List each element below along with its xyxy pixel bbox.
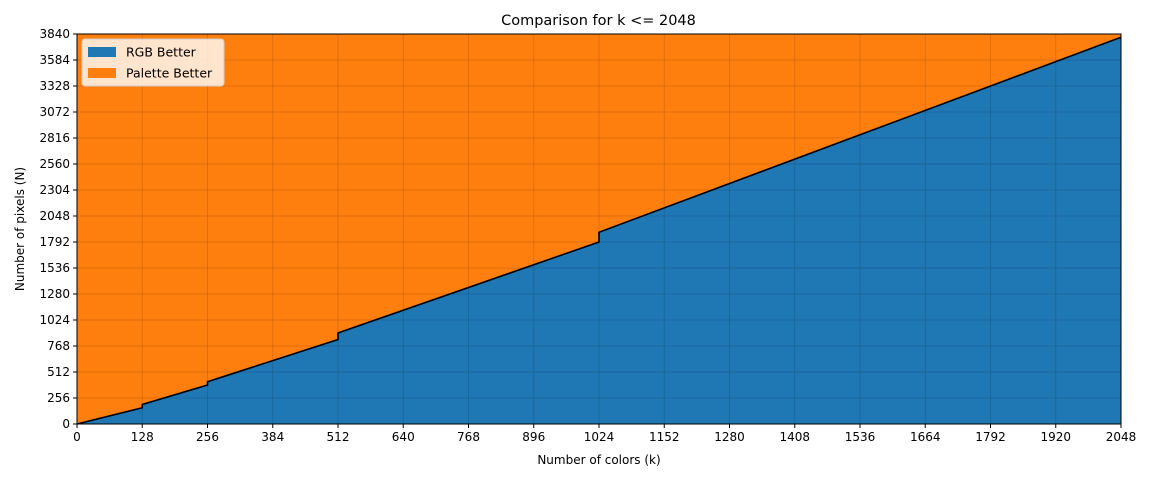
grid-lines — [76, 33, 1122, 425]
y-tick-label: 2048 — [39, 209, 70, 223]
y-axis-label: Number of pixels (N) — [13, 167, 27, 291]
y-tick-label: 2304 — [39, 183, 70, 197]
x-tick-label: 1920 — [1040, 430, 1071, 444]
y-tick-label: 2560 — [39, 157, 70, 171]
x-axis: 0 128 256 384 512 640 768 896 1024 1152 1280 1408 15… — [73, 424, 1136, 444]
x-tick-label: 1408 — [779, 430, 810, 444]
y-tick-label: 1792 — [39, 235, 70, 249]
y-tick-label: 3072 — [39, 105, 70, 119]
plot-area — [76, 33, 1122, 425]
y-tick-label: 1024 — [39, 313, 70, 327]
y-tick-label: 3328 — [39, 79, 70, 93]
y-tick-label: 3584 — [39, 53, 70, 67]
x-tick-label: 768 — [457, 430, 480, 444]
legend: RGB Better Palette Better — [81, 38, 225, 87]
x-tick-label: 2048 — [1106, 430, 1137, 444]
x-tick-label: 0 — [73, 430, 81, 444]
chart-title: Comparison for k <= 2048 — [501, 13, 696, 29]
x-tick-label: 1792 — [975, 430, 1006, 444]
x-tick-label: 512 — [327, 430, 350, 444]
legend-swatch-palette-better — [88, 68, 116, 78]
legend-label-rgb-better: RGB Better — [126, 45, 197, 60]
x-tick-label: 640 — [392, 430, 415, 444]
legend-label-palette-better: Palette Better — [126, 66, 213, 81]
legend-box — [81, 38, 225, 87]
x-tick-label: 256 — [196, 430, 219, 444]
x-tick-label: 1536 — [845, 430, 876, 444]
y-tick-label: 1280 — [39, 287, 70, 301]
x-axis-label: Number of colors (k) — [537, 453, 660, 467]
x-tick-label: 1280 — [714, 430, 745, 444]
y-tick-label: 0 — [62, 417, 70, 431]
x-tick-label: 1152 — [649, 430, 680, 444]
y-tick-label: 768 — [47, 339, 70, 353]
y-tick-label: 2816 — [39, 131, 70, 145]
rgb-better-region — [77, 37, 1121, 424]
legend-swatch-rgb-better — [88, 47, 116, 57]
y-tick-label: 3840 — [39, 27, 70, 41]
x-tick-label: 384 — [261, 430, 284, 444]
y-tick-label: 512 — [47, 365, 70, 379]
x-tick-label: 128 — [131, 430, 154, 444]
x-tick-label: 896 — [522, 430, 545, 444]
y-axis: 0 256 512 768 1024 1280 1536 1792 2048 2304 2560 28… — [39, 27, 77, 431]
y-tick-label: 1536 — [39, 261, 70, 275]
y-tick-label: 256 — [47, 391, 70, 405]
x-tick-label: 1664 — [910, 430, 941, 444]
x-tick-label: 1024 — [584, 430, 615, 444]
